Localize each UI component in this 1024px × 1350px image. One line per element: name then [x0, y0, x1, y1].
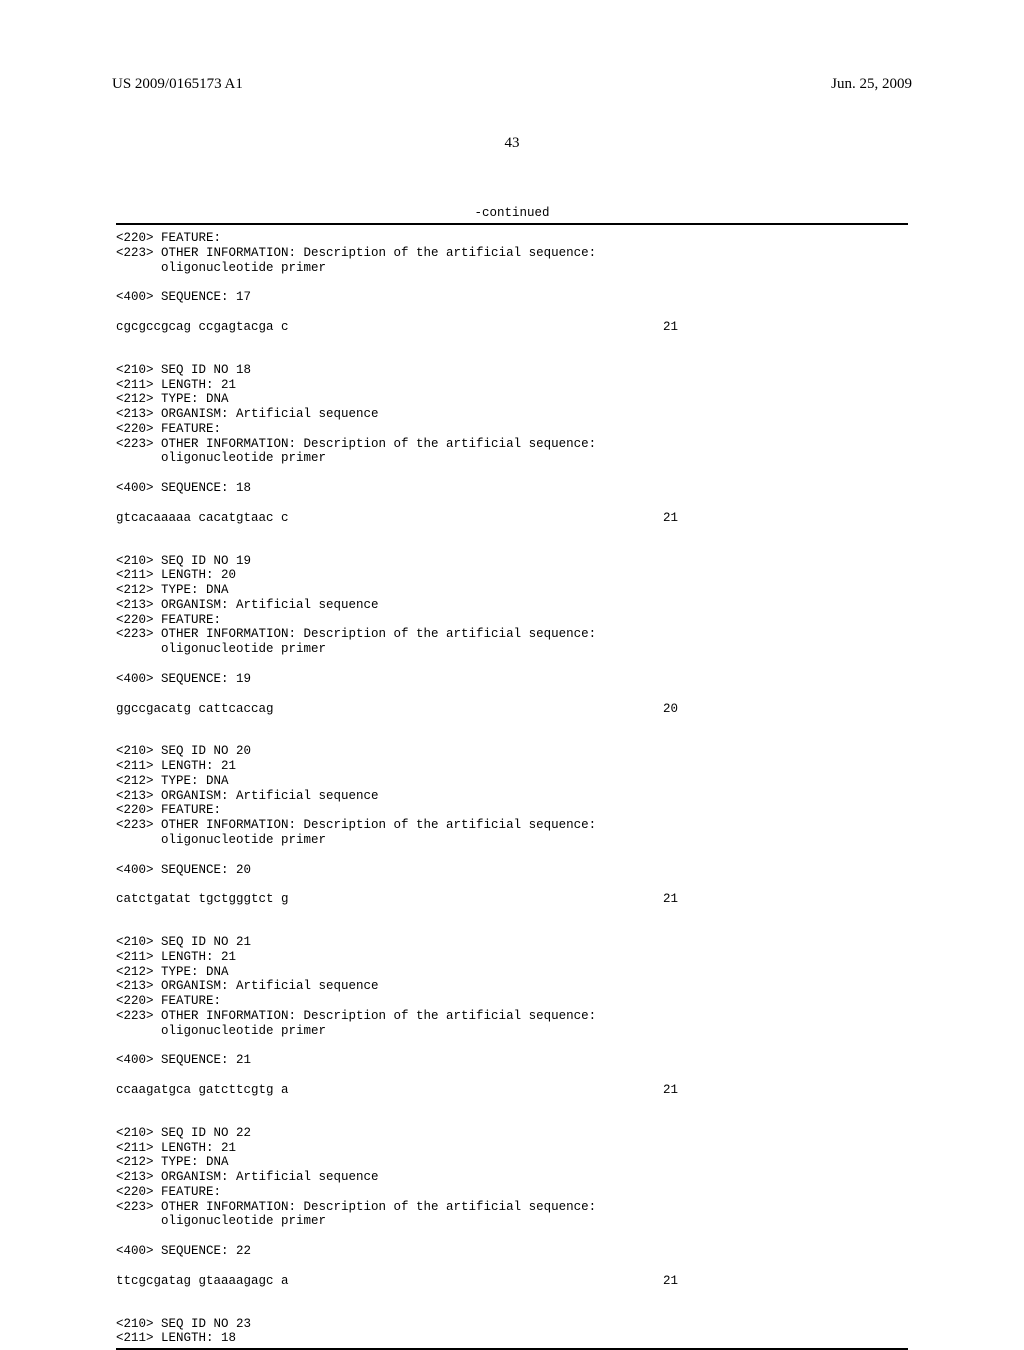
seq-header-line: <212> TYPE: DNA — [116, 774, 908, 789]
sequence-text: catctgatat tgctgggtct g — [116, 892, 289, 907]
seq-label: <400> SEQUENCE: 20 — [116, 863, 908, 878]
seq-header-line: <213> ORGANISM: Artificial sequence — [116, 598, 908, 613]
seq-header-line: <223> OTHER INFORMATION: Description of … — [116, 627, 908, 642]
divider-top — [116, 223, 908, 225]
seq-header-line: <212> TYPE: DNA — [116, 392, 908, 407]
seq-header-line: <210> SEQ ID NO 19 — [116, 554, 908, 569]
sequence-row: gtcacaaaaa cacatgtaac c 21 — [116, 511, 908, 526]
seq-label: <400> SEQUENCE: 22 — [116, 1244, 908, 1259]
seq-header-line: <210> SEQ ID NO 23 — [116, 1317, 908, 1332]
seq-header-line: <211> LENGTH: 21 — [116, 950, 908, 965]
seq-header-line: <223> OTHER INFORMATION: Description of … — [116, 1200, 908, 1215]
seq-header-line: <210> SEQ ID NO 21 — [116, 935, 908, 950]
sequence-row: ccaagatgca gatcttcgtg a 21 — [116, 1083, 908, 1098]
sequence-length: 20 — [663, 702, 908, 717]
publication-number: US 2009/0165173 A1 — [112, 76, 243, 93]
seq-header-line: <220> FEATURE: — [116, 994, 908, 1009]
seq-header-line: <210> SEQ ID NO 18 — [116, 363, 908, 378]
sequence-length: 21 — [663, 320, 908, 335]
sequence-text: cgcgccgcag ccgagtacga c — [116, 320, 289, 335]
seq-header-line: <220> FEATURE: — [116, 1185, 908, 1200]
seq-label: <400> SEQUENCE: 17 — [116, 290, 908, 305]
seq-header-line: <211> LENGTH: 21 — [116, 1141, 908, 1156]
sequence-text: ccaagatgca gatcttcgtg a — [116, 1083, 289, 1098]
seq-header-line: <220> FEATURE: — [116, 613, 908, 628]
sequence-listing-content: -continued <220> FEATURE: <223> OTHER IN… — [0, 206, 1024, 1350]
sequence-row: ggccgacatg cattcaccag 20 — [116, 702, 908, 717]
sequence-length: 21 — [663, 511, 908, 526]
sequence-row: catctgatat tgctgggtct g 21 — [116, 892, 908, 907]
seq-header-line: <210> SEQ ID NO 20 — [116, 744, 908, 759]
seq-header-line: <212> TYPE: DNA — [116, 965, 908, 980]
seq-header-line: oligonucleotide primer — [116, 833, 908, 848]
seq-header-line: oligonucleotide primer — [116, 451, 908, 466]
seq-header-line: <212> TYPE: DNA — [116, 1155, 908, 1170]
seq-header-line: oligonucleotide primer — [116, 1214, 908, 1229]
seq-header-line: <213> ORGANISM: Artificial sequence — [116, 789, 908, 804]
seq-header-line: oligonucleotide primer — [116, 261, 908, 276]
seq-header-line: <223> OTHER INFORMATION: Description of … — [116, 437, 908, 452]
seq-header-line: <210> SEQ ID NO 22 — [116, 1126, 908, 1141]
sequence-length: 21 — [663, 1083, 908, 1098]
seq-header-line: <223> OTHER INFORMATION: Description of … — [116, 246, 908, 261]
seq-header-line: <213> ORGANISM: Artificial sequence — [116, 407, 908, 422]
seq-header-line: <211> LENGTH: 21 — [116, 759, 908, 774]
seq-header-line: <211> LENGTH: 21 — [116, 378, 908, 393]
sequence-text: gtcacaaaaa cacatgtaac c — [116, 511, 289, 526]
seq-label: <400> SEQUENCE: 18 — [116, 481, 908, 496]
seq-header-line: <213> ORGANISM: Artificial sequence — [116, 979, 908, 994]
seq-header-line: <220> FEATURE: — [116, 803, 908, 818]
seq-header-line: <213> ORGANISM: Artificial sequence — [116, 1170, 908, 1185]
seq-header-line: <220> FEATURE: — [116, 422, 908, 437]
seq-header-line: <223> OTHER INFORMATION: Description of … — [116, 1009, 908, 1024]
sequence-row: cgcgccgcag ccgagtacga c 21 — [116, 320, 908, 335]
seq-label: <400> SEQUENCE: 21 — [116, 1053, 908, 1068]
continued-label: -continued — [116, 206, 908, 220]
seq-header-line: <212> TYPE: DNA — [116, 583, 908, 598]
seq-header-line: <223> OTHER INFORMATION: Description of … — [116, 818, 908, 833]
seq-header-line: oligonucleotide primer — [116, 642, 908, 657]
sequence-text: ttcgcgatag gtaaaagagc a — [116, 1274, 289, 1289]
sequence-text: ggccgacatg cattcaccag — [116, 702, 274, 717]
publication-date: Jun. 25, 2009 — [831, 76, 912, 93]
sequence-row: ttcgcgatag gtaaaagagc a 21 — [116, 1274, 908, 1289]
sequence-length: 21 — [663, 892, 908, 907]
seq-header-line: <211> LENGTH: 18 — [116, 1331, 908, 1346]
seq-label: <400> SEQUENCE: 19 — [116, 672, 908, 687]
page-header: US 2009/0165173 A1 Jun. 25, 2009 — [0, 0, 1024, 93]
seq-header-line: <211> LENGTH: 20 — [116, 568, 908, 583]
seq-header-line: <220> FEATURE: — [116, 231, 908, 246]
sequence-length: 21 — [663, 1274, 908, 1289]
page-number: 43 — [0, 135, 1024, 152]
seq-header-line: oligonucleotide primer — [116, 1024, 908, 1039]
